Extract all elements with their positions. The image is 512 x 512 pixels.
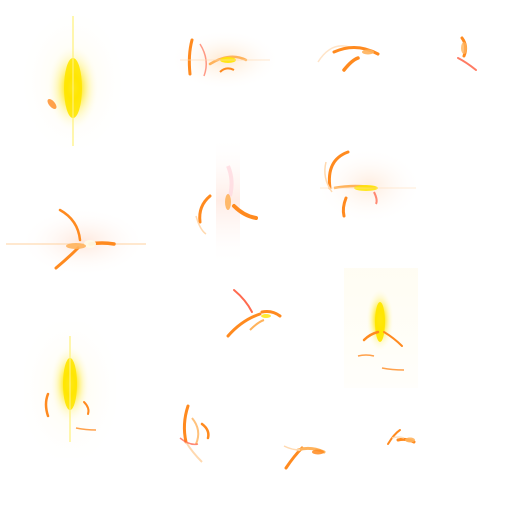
spark-sprite-swirl-3: [172, 398, 226, 470]
spark-sprite-flick-4: [382, 424, 422, 452]
spark-sprite-swirl-2: [316, 148, 422, 224]
spark-sprite-scatter-1: [220, 286, 286, 344]
spark-sprite-flick-3: [278, 436, 330, 474]
spark-sprite-swirl-1: [170, 30, 280, 90]
spark-sprite-cross-1: [186, 136, 270, 266]
spark-sprite-burst-2: [344, 268, 418, 388]
spark-sprite-burst-1: [18, 6, 128, 158]
spark-sprite-flick-2: [448, 32, 484, 74]
spark-sprite-burst-3: [24, 322, 116, 458]
spark-sprite-star-1: [6, 204, 146, 280]
spark-sprite-flick-1: [312, 36, 384, 80]
